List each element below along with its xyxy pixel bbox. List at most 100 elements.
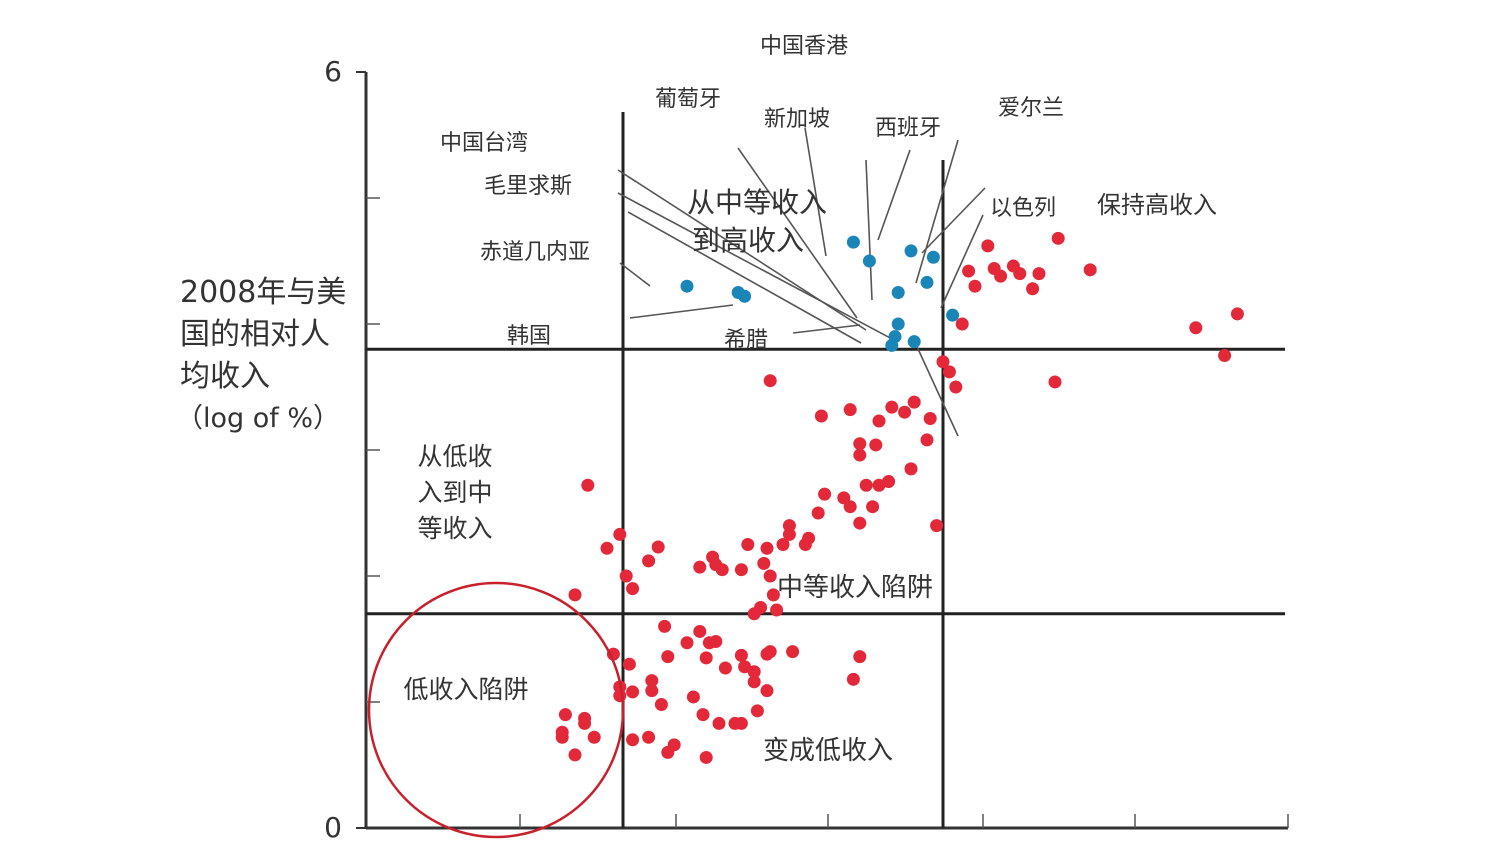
data-point-middle-to-high (680, 279, 694, 293)
quadrant-label-middle-trap: 中等收入陷阱 (777, 573, 933, 603)
data-point-became-low (734, 648, 748, 662)
data-point-became-low (661, 745, 675, 759)
quadrant-label-middle-to-high: 从中等收入 (687, 186, 827, 219)
quadrant-label-middle-to-high: 到高收入 (692, 224, 804, 257)
data-point-became-low (645, 684, 659, 698)
data-point-low-trap (613, 689, 627, 703)
data-point-became-low (709, 635, 723, 649)
quadrant-label-stay-high: 保持高收入 (1097, 191, 1217, 219)
data-point-middle-trap (869, 438, 883, 452)
data-point-became-low (661, 650, 675, 664)
data-point-stay-high (1083, 263, 1097, 277)
data-point-middle-trap (776, 538, 790, 551)
label-leader-line (627, 211, 862, 344)
data-point-became-low (738, 660, 752, 674)
leader-lines-group (617, 127, 986, 437)
data-point-stay-high (936, 355, 950, 369)
data-point-became-low (786, 645, 800, 659)
data-point-middle-trap (747, 607, 761, 621)
quadrant-label-low-to-middle: 从低收 (417, 442, 492, 471)
data-point-middle-trap (853, 516, 867, 530)
country-label: 中国香港 (760, 34, 848, 59)
data-point-stay-high (1032, 267, 1046, 281)
country-label: 赤道几内亚 (480, 240, 590, 265)
data-point-middle-trap (741, 538, 755, 551)
data-point-middle-trap (693, 560, 707, 574)
data-point-middle-trap (763, 569, 777, 583)
data-point-stay-high (962, 264, 976, 278)
data-point-middle-trap (770, 603, 784, 617)
data-point-middle-trap (706, 550, 720, 564)
label-leader-line (619, 262, 651, 287)
country-label: 希腊 (724, 328, 768, 353)
data-point-middle-trap (760, 541, 774, 555)
country-label: 以色列 (990, 196, 1056, 221)
data-point-middle-trap (626, 582, 640, 596)
data-point-became-low (747, 675, 761, 689)
data-point-middle-to-high (891, 286, 905, 299)
data-point-middle-trap (818, 487, 832, 501)
data-point-stay-high (949, 380, 963, 394)
data-point-middle-trap (613, 527, 627, 541)
data-point-middle-trap (843, 500, 857, 514)
data-point-became-low (750, 704, 764, 718)
data-point-middle-trap (619, 569, 633, 583)
data-point-middle-to-high (885, 338, 899, 352)
data-point-became-low (747, 665, 761, 679)
data-point-middle-trap (782, 527, 796, 541)
data-point-became-low (696, 708, 710, 722)
data-point-became-low (846, 672, 860, 686)
data-point-stay-high (1189, 321, 1203, 335)
label-leader-line (617, 192, 895, 341)
data-point-became-low (686, 690, 700, 704)
y-axis-label-line-2: 国的相对人 (180, 317, 330, 352)
data-point-low-trap (578, 716, 592, 730)
data-point-became-low (763, 645, 777, 659)
data-point-stay-high (1026, 282, 1040, 296)
quadrant-label-low-trap: 低收入陷阱 (403, 675, 528, 704)
data-point-became-low (642, 730, 656, 744)
data-point-stay-high (942, 365, 956, 379)
data-point-middle-trap (757, 556, 771, 570)
data-point-low-trap (568, 748, 582, 762)
data-point-middle-trap (907, 395, 921, 409)
data-point-middle-trap (811, 506, 825, 520)
data-point-became-low (853, 650, 867, 664)
y-tick-label: 6 (324, 55, 342, 88)
data-point-middle-trap (642, 554, 656, 568)
data-point-became-low (680, 636, 694, 650)
data-point-middle-trap (872, 478, 886, 492)
data-point-low-trap (558, 708, 572, 722)
data-point-middle-trap (843, 403, 857, 417)
data-point-stay-high (1230, 307, 1244, 321)
label-leader-line (915, 139, 959, 284)
data-point-middle-trap (651, 540, 665, 554)
data-point-middle-trap (872, 414, 886, 428)
y-axis-label-line-3: 均收入 (180, 359, 270, 394)
country-label: 葡萄牙 (655, 87, 721, 112)
data-point-became-low (728, 716, 742, 730)
data-point-low-trap (606, 647, 620, 661)
data-point-became-low (658, 619, 672, 633)
data-point-became-low (645, 674, 659, 688)
data-point-middle-trap (853, 448, 867, 462)
data-point-middle-trap (866, 500, 880, 514)
data-point-became-low (622, 657, 636, 671)
data-point-middle-to-high (738, 289, 752, 303)
data-point-middle-to-high (920, 275, 934, 289)
low-income-trap-circle (367, 581, 625, 839)
data-point-middle-trap (798, 538, 812, 551)
data-point-became-low (693, 624, 707, 638)
data-point-stay-high (1218, 349, 1232, 362)
data-point-middle-trap (568, 588, 582, 602)
data-point-became-low (626, 733, 640, 747)
data-point-middle-trap (766, 588, 780, 602)
data-point-became-low (654, 698, 668, 712)
y-axis-label-line-1: 2008年与美 (180, 275, 347, 310)
country-label: 新加坡 (764, 107, 830, 132)
data-point-middle-trap (763, 374, 777, 388)
label-leader-line (737, 147, 858, 319)
